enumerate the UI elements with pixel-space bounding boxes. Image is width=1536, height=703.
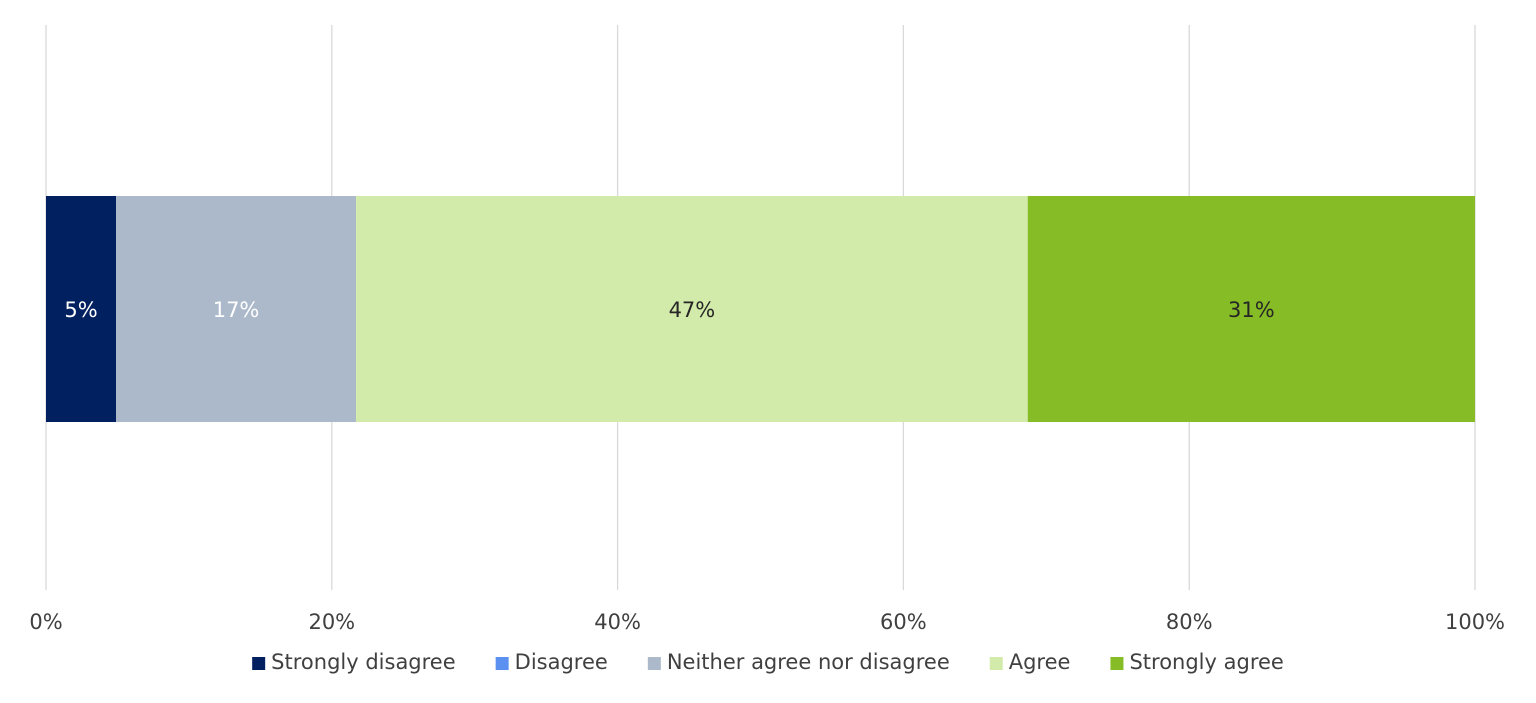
legend-swatch <box>252 657 266 670</box>
data-label: 17% <box>213 298 260 322</box>
legend-label: Neither agree nor disagree <box>667 650 950 674</box>
legend-label: Disagree <box>515 650 608 674</box>
legend-label: Strongly disagree <box>271 650 455 674</box>
bar-segment <box>356 196 1028 422</box>
legend-swatch <box>647 657 661 670</box>
data-labels: 5% 17% 47% 31% <box>64 298 1274 322</box>
x-tick-label: 60% <box>880 610 927 634</box>
data-label: 31% <box>1228 298 1275 322</box>
bar-segment <box>1027 196 1475 422</box>
bars <box>46 196 1475 422</box>
legend-swatch <box>495 657 509 670</box>
data-label: 47% <box>669 298 716 322</box>
legend: Strongly disagree Disagree Neither agree n… <box>252 650 1284 674</box>
legend-swatch <box>1110 657 1124 670</box>
data-label: 5% <box>64 298 97 322</box>
x-tick-label: 100% <box>1445 610 1505 634</box>
bar-segment <box>46 196 117 422</box>
legend-label: Agree <box>1009 650 1071 674</box>
x-tick-label: 0% <box>29 610 62 634</box>
legend-label: Strongly agree <box>1129 650 1283 674</box>
bar-segment <box>116 196 357 422</box>
x-tick-label: 20% <box>308 610 355 634</box>
legend-swatch <box>989 657 1003 670</box>
x-tick-label: 40% <box>594 610 641 634</box>
x-axis-ticks: 0% 20% 40% 60% 80% 100% <box>29 610 1505 634</box>
x-tick-label: 80% <box>1166 610 1213 634</box>
